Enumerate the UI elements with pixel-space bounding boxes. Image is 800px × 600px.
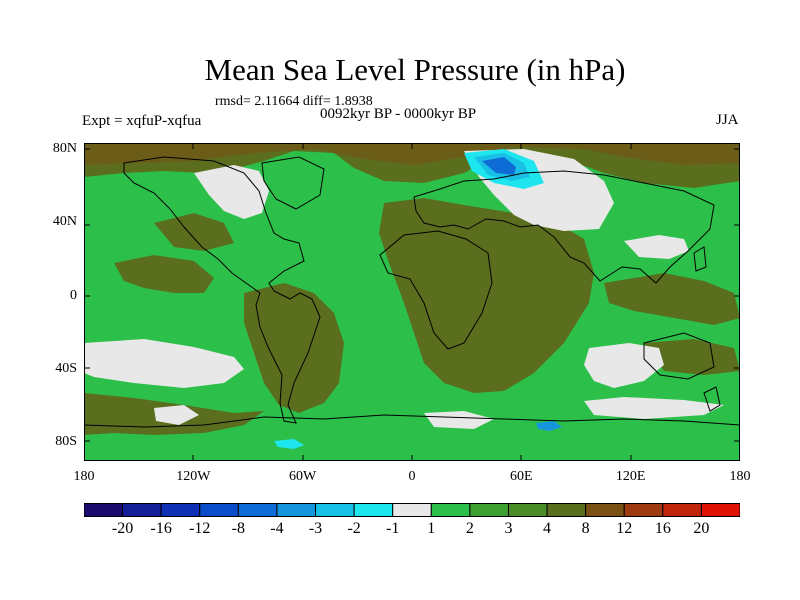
lon-label: 180 bbox=[729, 469, 751, 484]
lat-label: 40S bbox=[55, 360, 77, 376]
map-ticks bbox=[84, 143, 740, 461]
season-label: JJA bbox=[716, 112, 739, 128]
strong-positive-regions bbox=[84, 143, 740, 165]
coastlines bbox=[84, 156, 740, 428]
colorbar-level-label: -8 bbox=[231, 520, 245, 537]
colorbar-swatch bbox=[662, 503, 702, 517]
colorbar-level-label: 1 bbox=[427, 520, 436, 537]
colorbar-level-label: -1 bbox=[386, 520, 400, 537]
lon-label: 60W bbox=[289, 469, 317, 484]
colorbar-swatch bbox=[276, 503, 317, 517]
pressure-map bbox=[84, 143, 740, 461]
lon-label: 120E bbox=[615, 469, 646, 484]
colorbar-swatch bbox=[507, 503, 548, 517]
lat-label: 80S bbox=[55, 433, 77, 449]
colorbar-level-label: 4 bbox=[543, 520, 552, 537]
lat-label: 40N bbox=[52, 214, 77, 230]
colorbar bbox=[84, 503, 740, 517]
colorbar-level-label: -2 bbox=[347, 520, 361, 537]
colorbar-swatch bbox=[315, 503, 355, 517]
colorbar-swatch bbox=[84, 503, 124, 517]
colorbar-level-label: 20 bbox=[693, 520, 710, 537]
colorbar-swatch bbox=[700, 503, 740, 517]
colorbar-level-label: 8 bbox=[581, 520, 590, 537]
chart-title: Mean Sea Level Pressure (in hPa) bbox=[204, 52, 626, 87]
lat-label: 80N bbox=[52, 141, 77, 157]
colorbar-level-label: 3 bbox=[504, 520, 513, 537]
colorbar-swatch bbox=[392, 503, 432, 517]
colorbar-swatch bbox=[160, 503, 201, 517]
colorbar-swatch bbox=[469, 503, 509, 517]
colorbar-swatch bbox=[353, 503, 394, 517]
period-label: 0092kyr BP - 0000kyr BP bbox=[320, 106, 477, 122]
stats-line: rmsd= 2.11664 diff= 1.8938 bbox=[215, 94, 373, 109]
colorbar-level-label: -16 bbox=[150, 520, 172, 537]
colorbar-level-label: -20 bbox=[111, 520, 134, 537]
colorbar-level-label: -3 bbox=[308, 520, 323, 537]
colorbar-swatch bbox=[122, 503, 162, 517]
colorbar-swatch bbox=[546, 503, 587, 517]
positive-anomaly-regions bbox=[84, 143, 740, 435]
experiment-label: Expt = xqfuP-xqfua bbox=[82, 113, 202, 129]
negative-anomaly-regions bbox=[274, 149, 562, 449]
lon-label: 120W bbox=[176, 469, 211, 484]
colorbar-level-label: -12 bbox=[189, 520, 211, 537]
colorbar-swatch bbox=[623, 503, 664, 517]
colorbar-level-label: -4 bbox=[270, 520, 284, 537]
colorbar-level-label: 2 bbox=[465, 520, 474, 537]
colorbar-swatch bbox=[430, 503, 471, 517]
lon-label: 180 bbox=[73, 469, 95, 484]
colorbar-level-label: 16 bbox=[654, 520, 671, 537]
colorbar-swatch bbox=[199, 503, 239, 517]
lat-label: 0 bbox=[70, 287, 77, 303]
colorbar-swatch bbox=[237, 503, 278, 517]
lon-label: 0 bbox=[408, 469, 416, 484]
lon-label: 60E bbox=[510, 469, 533, 484]
colorbar-swatch bbox=[585, 503, 625, 517]
colorbar-level-label: 12 bbox=[616, 520, 633, 537]
